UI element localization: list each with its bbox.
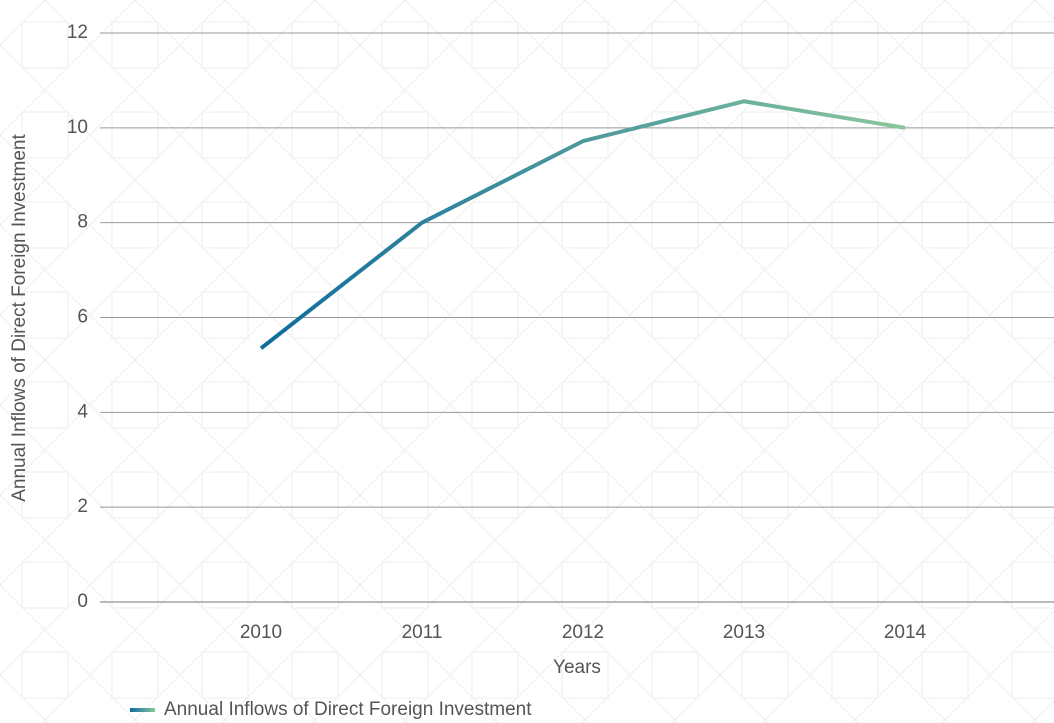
y-tick-label: 4: [77, 401, 88, 422]
y-tick-label: 8: [77, 212, 88, 233]
legend-label: Annual Inflows of Direct Foreign Investm…: [164, 699, 532, 720]
y-tick-label: 10: [67, 117, 88, 138]
y-tick-label: 12: [67, 22, 88, 43]
x-tick-label: 2013: [723, 622, 765, 643]
x-tick-label: 2011: [402, 622, 443, 643]
y-tick-label: 2: [77, 496, 88, 517]
y-axis-label: Annual Inflows of Direct Foreign Investm…: [9, 134, 30, 502]
x-tick-label: 2012: [562, 622, 604, 643]
y-tick-label: 0: [77, 591, 88, 612]
x-tick-label: 2014: [884, 622, 927, 643]
x-axis-label: Years: [553, 657, 601, 678]
y-tick-label: 6: [77, 307, 88, 328]
series-line: [259, 99, 906, 350]
x-tick-label: 2010: [240, 622, 282, 643]
legend-swatch: [130, 708, 155, 712]
